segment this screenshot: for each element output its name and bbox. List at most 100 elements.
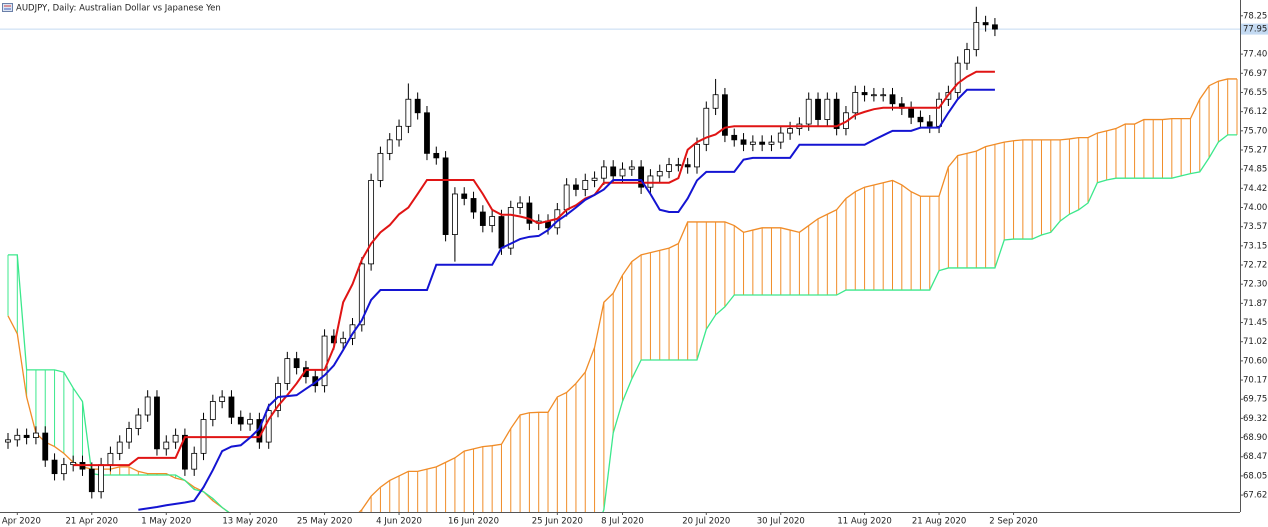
candle-body bbox=[135, 414, 142, 429]
candle-body bbox=[498, 216, 505, 249]
candle-body bbox=[982, 22, 989, 26]
candle-body bbox=[517, 202, 523, 208]
x-tick-label: 25 May 2020 bbox=[297, 517, 352, 527]
candle-body bbox=[107, 452, 114, 466]
y-tick-label: 71.450 bbox=[1243, 318, 1268, 328]
candle-body bbox=[917, 116, 924, 123]
candle-body bbox=[712, 94, 719, 109]
candle-body bbox=[582, 180, 589, 190]
last-price-box bbox=[1241, 23, 1268, 35]
y-tick-label: 71.025 bbox=[1243, 337, 1268, 347]
candle-body bbox=[88, 468, 95, 493]
candle-body bbox=[507, 207, 514, 249]
candle-body bbox=[684, 164, 691, 168]
candle-body bbox=[424, 112, 430, 154]
candle-body bbox=[5, 439, 11, 443]
candle-body bbox=[973, 22, 980, 51]
candle-body bbox=[703, 107, 710, 145]
x-tick-label: 21 Aug 2020 bbox=[912, 517, 966, 527]
y-tick-label: 73.150 bbox=[1243, 241, 1268, 251]
candle-body bbox=[386, 139, 393, 154]
candle-body bbox=[154, 396, 160, 450]
x-tick-label: 21 Apr 2020 bbox=[66, 517, 119, 527]
candle-body bbox=[740, 139, 747, 145]
candle-body bbox=[833, 98, 840, 129]
y-tick-label: 68.475 bbox=[1243, 452, 1268, 462]
candle-body bbox=[600, 166, 607, 179]
candle-body bbox=[675, 164, 682, 167]
candle-body bbox=[805, 98, 812, 125]
candle-body bbox=[33, 432, 39, 438]
candle-body bbox=[247, 419, 253, 425]
candle-body bbox=[452, 193, 458, 235]
candle-body bbox=[870, 94, 877, 97]
candle-body bbox=[954, 62, 961, 93]
chart-title: AUDJPY, Daily: Australian Dollar vs Japa… bbox=[16, 4, 221, 14]
candle-body bbox=[591, 177, 598, 181]
senkou-span-b bbox=[8, 134, 1237, 512]
candle-body bbox=[526, 202, 533, 224]
candle-body bbox=[759, 141, 766, 145]
last-price-label: 77.955 bbox=[1243, 25, 1268, 35]
y-tick-label: 71.875 bbox=[1243, 299, 1268, 309]
candle-body bbox=[116, 441, 123, 454]
y-tick-label: 74.425 bbox=[1243, 184, 1268, 194]
candle-body bbox=[563, 184, 570, 211]
senkou-span-a bbox=[7, 78, 1237, 512]
y-tick-label: 73.575 bbox=[1243, 222, 1268, 232]
y-tick-label: 77.400 bbox=[1243, 50, 1268, 60]
y-tick-label: 76.975 bbox=[1243, 69, 1268, 79]
candle-body bbox=[98, 464, 105, 493]
candle-body bbox=[787, 128, 793, 134]
candle-body bbox=[880, 94, 887, 97]
x-tick-label: 1 May 2020 bbox=[141, 517, 191, 527]
x-tick-label: 30 Jul 2020 bbox=[757, 517, 805, 527]
candle-body bbox=[749, 141, 756, 145]
candle-body bbox=[768, 141, 775, 145]
y-tick-label: 70.600 bbox=[1243, 356, 1268, 366]
candle-body bbox=[461, 193, 468, 199]
y-tick-label: 75.700 bbox=[1243, 126, 1268, 136]
candle-body bbox=[219, 396, 226, 402]
x-tick-label: 2 Sep 2020 bbox=[989, 517, 1037, 527]
candle-body bbox=[368, 180, 375, 265]
candle-body bbox=[433, 152, 440, 159]
candle-body bbox=[191, 452, 198, 470]
candle-body bbox=[209, 401, 216, 420]
candle-body bbox=[656, 171, 663, 177]
plot-area bbox=[0, 6, 1240, 512]
y-tick-label: 67.625 bbox=[1243, 491, 1268, 501]
candle-body bbox=[777, 132, 784, 143]
x-tick-label: 20 Jul 2020 bbox=[682, 517, 730, 527]
y-tick-label: 68.900 bbox=[1243, 433, 1268, 443]
y-tick-label: 70.175 bbox=[1243, 376, 1268, 386]
candle-body bbox=[824, 98, 831, 120]
candle-body bbox=[908, 107, 915, 118]
candle-body bbox=[23, 434, 30, 438]
candle-body bbox=[638, 166, 645, 188]
candle-body bbox=[358, 263, 365, 326]
y-tick-label: 74.000 bbox=[1243, 203, 1268, 213]
y-tick-label: 72.725 bbox=[1243, 261, 1268, 271]
candle-body bbox=[852, 92, 859, 114]
candle-body bbox=[936, 98, 942, 127]
candle-body bbox=[479, 211, 486, 226]
candle-body bbox=[172, 434, 179, 443]
candle-body bbox=[321, 335, 328, 387]
candle-body bbox=[237, 416, 244, 425]
candle-body bbox=[340, 337, 347, 344]
indicator-line bbox=[138, 88, 995, 511]
candle-body bbox=[964, 49, 970, 64]
candle-body bbox=[14, 434, 21, 441]
candle-body bbox=[666, 164, 672, 172]
candle-body bbox=[293, 358, 300, 369]
candle-body bbox=[573, 184, 579, 190]
candle-body bbox=[628, 166, 635, 170]
candle-body bbox=[396, 125, 402, 141]
x-tick-label: 25 Jun 2020 bbox=[532, 517, 583, 527]
candle-body bbox=[610, 166, 617, 177]
candle-body bbox=[470, 198, 477, 213]
